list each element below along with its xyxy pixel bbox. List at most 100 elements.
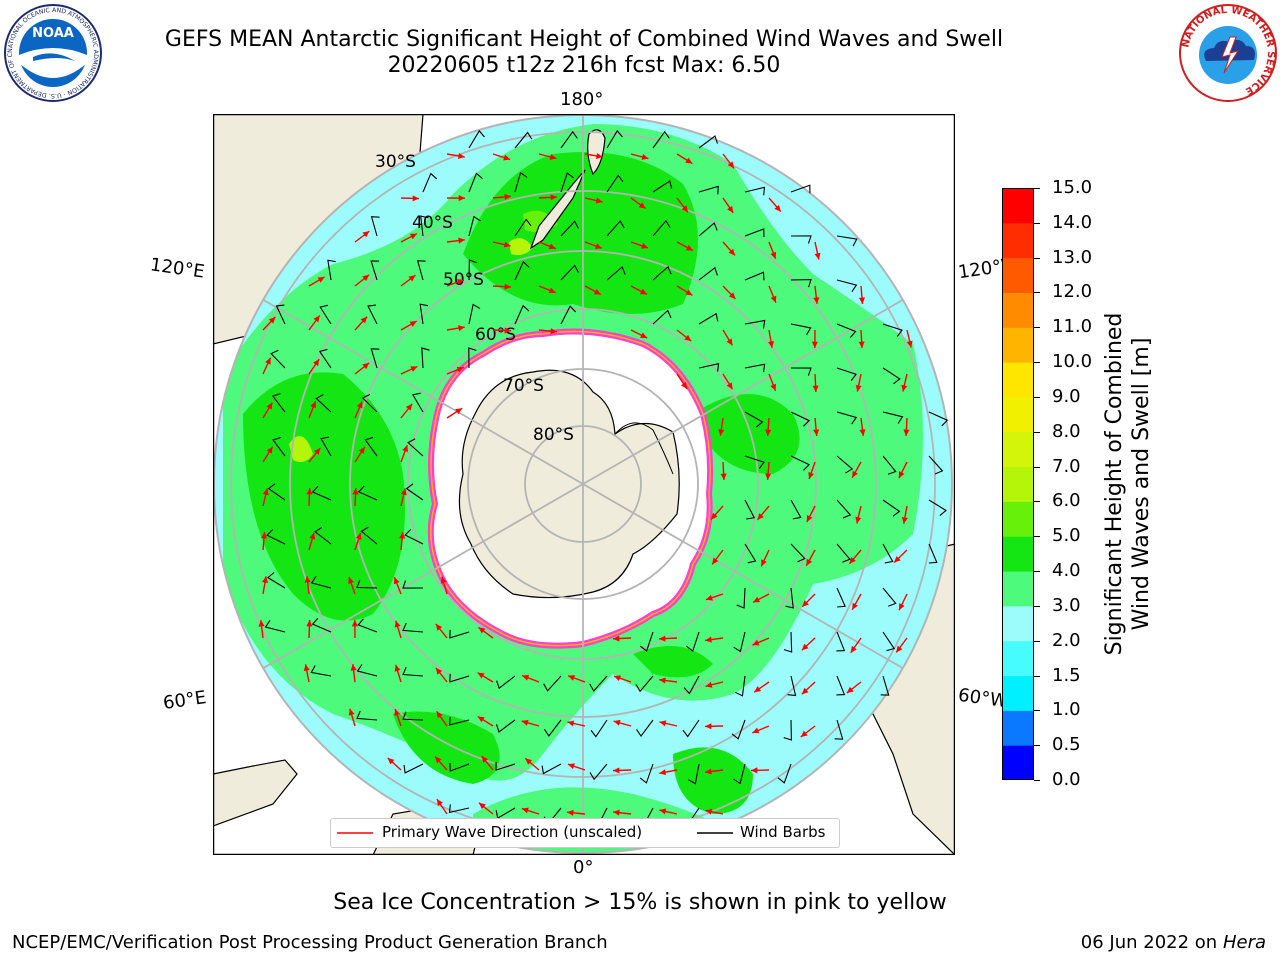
wave-direction-arrowhead <box>262 488 269 496</box>
colorbar-tick-mark <box>1034 396 1040 398</box>
wave-direction-arrowhead <box>260 532 268 539</box>
wave-direction-arrowhead <box>752 727 760 734</box>
colorbar-tick-label: 12.0 <box>1052 281 1093 303</box>
wind-barb <box>639 631 654 652</box>
lon-label-180: 180° <box>560 89 604 110</box>
wind-barb <box>636 719 654 737</box>
wind-barb <box>543 675 562 692</box>
wave-direction-arrowhead <box>458 152 465 159</box>
wave-direction-arrowhead <box>705 808 713 815</box>
wave-direction-arrowhead <box>362 231 370 238</box>
wave-direction-arrowhead <box>896 645 903 653</box>
vector-field <box>258 129 949 827</box>
wind-barb <box>267 483 286 501</box>
wind-barb <box>698 266 718 281</box>
wave-direction-arrowhead <box>685 289 693 296</box>
colorbar-tick-mark <box>1034 675 1040 677</box>
wave-direction-arrowhead <box>726 338 733 346</box>
wave-direction-arrowhead <box>504 283 511 290</box>
wind-barb <box>698 135 719 149</box>
wave-direction-arrowhead <box>436 711 443 719</box>
wave-direction-arrowhead <box>808 472 815 480</box>
wind-barb <box>560 130 578 149</box>
wind-barb <box>361 393 378 413</box>
wind-barb <box>266 529 286 545</box>
wave-direction-arrowhead <box>894 555 901 563</box>
wave-direction-arrowhead <box>813 429 820 436</box>
wind-barb <box>541 763 562 775</box>
colorbar-tick-label: 8.0 <box>1052 420 1081 442</box>
colorbar-bin <box>1002 362 1034 398</box>
wind-barb <box>744 455 765 469</box>
wave-direction-arrowhead <box>613 809 620 816</box>
wave-direction-arrowhead <box>478 802 486 810</box>
wave-direction-arrowhead <box>801 643 809 651</box>
lon-label-0: 0° <box>573 857 594 878</box>
colorbar-bin <box>1002 710 1034 746</box>
wind-barb <box>311 485 332 501</box>
wave-direction-arrowhead <box>659 769 667 776</box>
colorbar-bin <box>1002 222 1034 259</box>
wave-direction-arrowhead <box>265 357 271 365</box>
wave-direction-arrowhead <box>440 576 447 584</box>
wave-direction-arrowhead <box>705 636 712 643</box>
colorbar-tick-label: 5.0 <box>1052 525 1081 547</box>
map-legend: Primary Wave Direction (unscaled) Wind B… <box>330 818 840 848</box>
wind-barb <box>514 260 530 281</box>
wave-direction-arrowhead <box>770 251 777 259</box>
sea-ice-note: Sea Ice Concentration > 15% is shown in … <box>333 890 947 915</box>
wind-barb <box>589 763 608 781</box>
legend-wave-label: Primary Wave Direction (unscaled) <box>382 823 643 841</box>
wave-direction-arrowhead <box>405 403 413 411</box>
wave-direction-arrowhead <box>362 362 370 370</box>
colorbar-tick-mark <box>1034 640 1040 642</box>
lat-label-40: 40°S <box>412 213 453 233</box>
wave-direction-arrowhead <box>813 297 820 304</box>
wind-barb <box>836 455 854 474</box>
wave-direction-arrowhead <box>898 471 905 479</box>
wind-barb <box>468 215 481 237</box>
wind-barb <box>589 675 608 692</box>
nws-logo: NATIONAL WEATHER SERVICE <box>1179 4 1277 102</box>
wave-direction-arrowhead <box>409 233 417 240</box>
wave-direction-arrowhead <box>412 195 419 202</box>
wave-direction-arrowhead <box>458 325 465 332</box>
wave-direction-arrowhead <box>435 623 443 631</box>
wave-direction-arrowhead <box>899 603 905 611</box>
wave-direction-arrowhead <box>504 327 511 334</box>
wave-direction-arrowhead <box>351 620 358 627</box>
colorbar-bin <box>1002 745 1034 780</box>
wind-barb <box>882 587 897 607</box>
wave-direction-arrowhead <box>258 620 265 627</box>
wind-barb <box>744 271 765 281</box>
wave-direction-arrowhead <box>348 708 355 716</box>
wave-direction-arrowhead <box>728 292 736 299</box>
wave-direction-arrowhead <box>859 429 866 436</box>
wave-direction-arrowhead <box>436 799 443 807</box>
wave-direction-arrowhead <box>550 194 557 201</box>
wind-barb <box>416 260 426 281</box>
legend-wind-label: Wind Barbs <box>740 823 826 841</box>
wind-barb <box>315 394 332 413</box>
colorbar-tick-mark <box>1034 466 1040 468</box>
wind-barb <box>790 543 806 563</box>
wave-direction-arrowhead <box>313 359 320 367</box>
colorbar-tick-label: 1.0 <box>1052 699 1081 721</box>
wind-barb <box>495 719 516 733</box>
wind-barb <box>606 129 623 149</box>
wind-barb <box>790 184 811 194</box>
colorbar-bin <box>1002 431 1034 468</box>
wave-direction-arrowhead <box>613 767 620 774</box>
wave-direction-arrowhead <box>402 445 408 453</box>
wind-barb <box>733 763 746 785</box>
wind-barb <box>370 260 380 281</box>
wave-direction-arrowhead <box>568 675 576 681</box>
wind-barb <box>652 265 672 281</box>
wave-direction-arrowhead <box>811 341 818 348</box>
wave-direction-arrowhead <box>567 763 575 770</box>
wind-barb <box>370 348 380 369</box>
wave-direction-arrowhead <box>567 720 575 727</box>
wind-barb <box>698 185 719 195</box>
wave-direction-arrowhead <box>521 719 529 726</box>
wind-barb <box>836 587 846 608</box>
